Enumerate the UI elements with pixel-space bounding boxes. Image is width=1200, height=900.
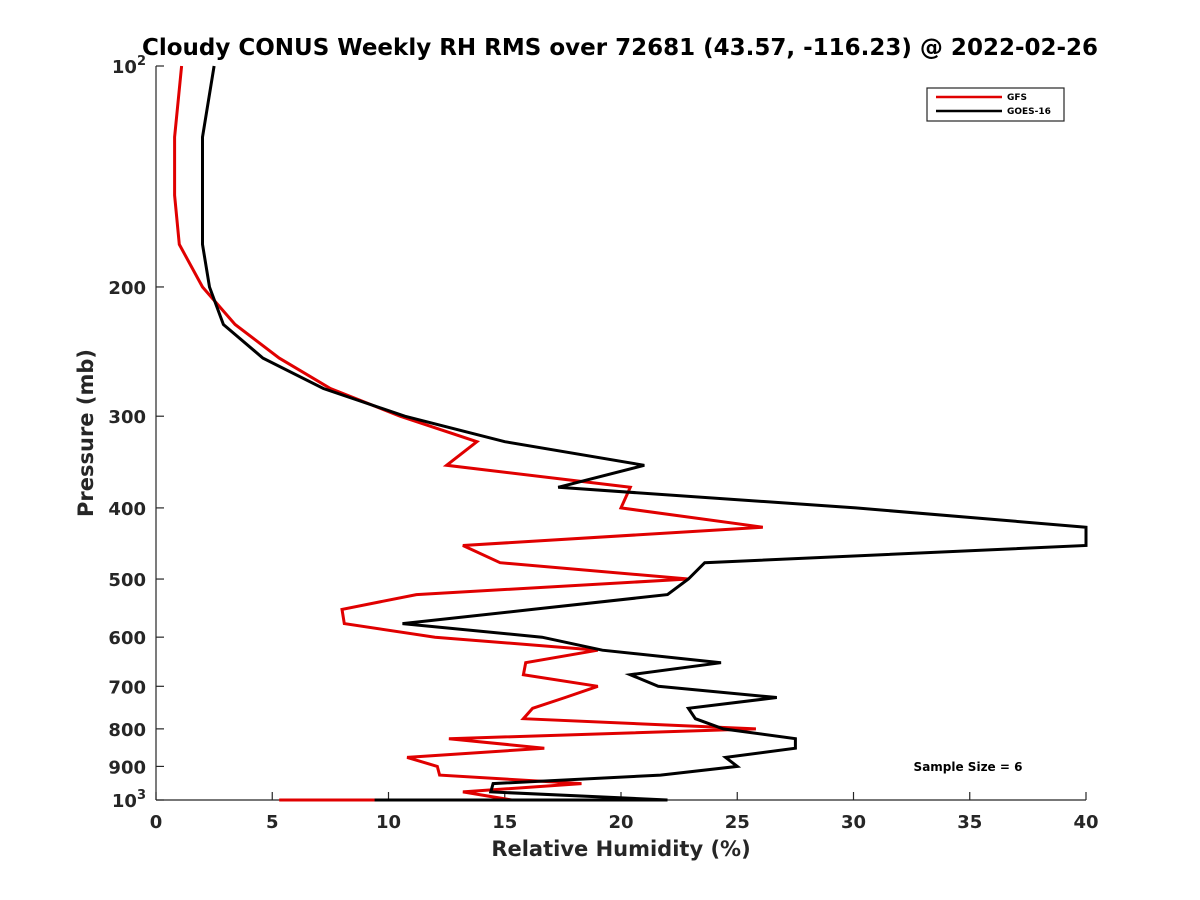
chart-title: Cloudy CONUS Weekly RH RMS over 72681 (4… bbox=[142, 35, 1098, 61]
y-tick-label: 103 bbox=[112, 788, 146, 812]
x-axis-label: Relative Humidity (%) bbox=[491, 837, 750, 861]
x-axis-ticks: 0 5 10 15 20 25 30 35 40 bbox=[150, 792, 1099, 833]
x-tick-label: 0 bbox=[150, 812, 163, 833]
x-tick-label: 30 bbox=[841, 812, 866, 833]
y-axis-label: Pressure (mb) bbox=[74, 349, 98, 517]
y-tick-label: 300 bbox=[108, 407, 146, 428]
x-tick-label: 25 bbox=[725, 812, 750, 833]
series-line-goes-16 bbox=[201, 65, 1088, 802]
legend-entry-label: GFS bbox=[1007, 93, 1027, 103]
y-tick-label: 700 bbox=[108, 677, 146, 698]
x-tick-label: 15 bbox=[492, 812, 517, 833]
plot-area bbox=[155, 66, 1086, 801]
x-tick-label: 35 bbox=[957, 812, 982, 833]
y-axis-ticks: 102 200 300 400 500 600 700 800 900 103 bbox=[108, 54, 164, 812]
y-tick-label: 400 bbox=[108, 499, 146, 520]
x-tick-label: 5 bbox=[266, 812, 279, 833]
x-tick-label: 20 bbox=[608, 812, 633, 833]
y-tick-label: 200 bbox=[108, 278, 146, 299]
legend-box bbox=[926, 87, 1065, 122]
legend-entry-label: GOES-16 bbox=[1007, 107, 1051, 117]
legend: GFS GOES-16 bbox=[926, 87, 1065, 122]
series-group bbox=[173, 65, 1088, 802]
x-tick-label: 10 bbox=[376, 812, 401, 833]
y-tick-label: 500 bbox=[108, 570, 146, 591]
y-tick-label: 900 bbox=[108, 757, 146, 778]
y-tick-label: 800 bbox=[108, 720, 146, 741]
x-tick-label: 40 bbox=[1073, 812, 1098, 833]
y-tick-label: 102 bbox=[112, 54, 146, 78]
sample-size-annotation: Sample Size = 6 bbox=[914, 760, 1023, 774]
series-line-gfs bbox=[173, 65, 764, 802]
y-tick-label: 600 bbox=[108, 628, 146, 649]
